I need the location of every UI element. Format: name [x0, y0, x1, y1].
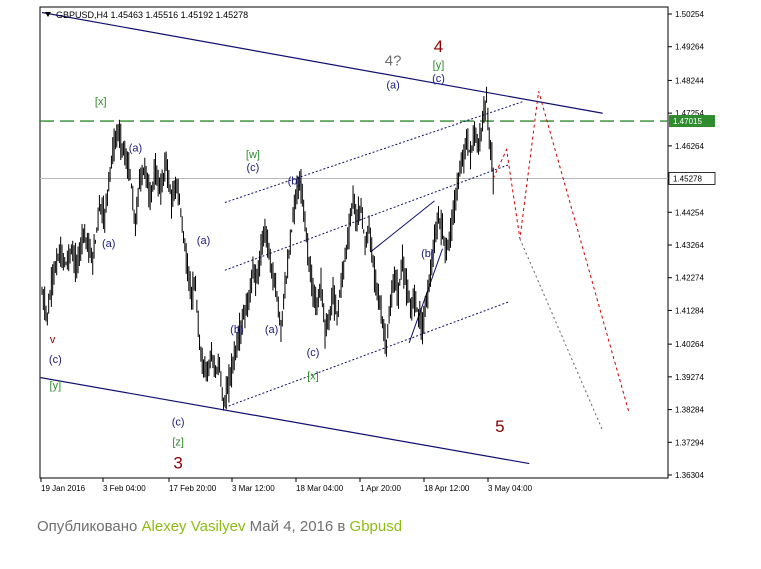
wave-label: 3 [173, 454, 182, 473]
wave-label: (c) [432, 73, 445, 85]
forecast-paths [492, 90, 630, 431]
lower-dotted-channel [224, 301, 510, 408]
y-tick-label: 1.50254 [675, 10, 704, 19]
wave-label: [z] [172, 436, 184, 448]
y-tick-label: 1.49264 [675, 43, 704, 52]
wave-labels: [x](a)(a)v(c)[y](c)[z]3(a)(b)[w](c)(a)(b… [49, 37, 505, 472]
wedge-lower-line [408, 248, 443, 344]
wave-label: (a) [102, 238, 115, 250]
publication-footer: Опубликовано Alexey Vasilyev Май 4, 2016… [37, 518, 402, 535]
wave-label: (a) [386, 79, 399, 91]
chart-header: GBPUSD,H4 1.45463 1.45516 1.45192 1.4527… [56, 10, 248, 20]
x-tick-label: 18 Apr 12:00 [424, 484, 470, 493]
menu-triangle-icon[interactable] [45, 12, 51, 17]
current-price-label: 1.45278 [673, 174, 702, 183]
current-price-tag [668, 172, 716, 185]
x-tick-label: 19 Jan 2016 [41, 484, 86, 493]
wave-label: 4? [385, 52, 402, 69]
wave-label: [y] [433, 60, 445, 72]
wave-label: (a) [265, 324, 278, 336]
y-tick-label: 1.36304 [675, 471, 704, 480]
footer-date: Май 4, 2016 в [245, 518, 350, 535]
wave-label: v [50, 334, 56, 346]
middle-dotted-channel [224, 164, 510, 271]
wave-label: (c) [172, 417, 185, 429]
y-tick-label: 1.48244 [675, 76, 704, 85]
upper-dotted-channel [224, 101, 523, 203]
y-tick-label: 1.47254 [675, 109, 704, 118]
wave-label: (a) [129, 142, 142, 154]
x-tick-label: 18 Mar 04:00 [296, 484, 344, 493]
wave-label: 5 [495, 417, 504, 436]
wave-label: (b) [421, 248, 434, 260]
upper-channel-line [41, 11, 603, 114]
y-tick-label: 1.46264 [675, 142, 704, 151]
x-tick-label: 1 Apr 20:00 [360, 484, 401, 493]
wave-label: (b) [230, 324, 243, 336]
wave-label: [w] [246, 149, 260, 161]
wave-label: 4 [434, 37, 443, 56]
wave-label: [x] [307, 370, 319, 382]
price-candles [41, 86, 494, 411]
y-tick-label: 1.44254 [675, 208, 704, 217]
y-tick-label: 1.40264 [675, 340, 704, 349]
y-axis: 1.50254 1.49264 1.48244 1.47254 1.46264 1.452… [668, 10, 716, 480]
wedge-upper-line [370, 200, 435, 253]
x-tick-label: 17 Feb 20:00 [169, 484, 217, 493]
footer-prefix: Опубликовано [37, 518, 142, 535]
level-price-tag [669, 115, 715, 128]
x-axis: 19 Jan 2016 3 Feb 04:00 17 Feb 20:00 3 Mar … [40, 478, 533, 493]
plot-frame [39, 6, 669, 479]
y-tick-label: 1.38284 [675, 406, 704, 415]
wave-label: [y] [50, 380, 62, 392]
y-tick-label: 1.42274 [675, 274, 704, 283]
symbol-link[interactable]: Gbpusd [349, 518, 403, 535]
level-price-label: 1.47015 [673, 117, 702, 126]
wave-label: (a) [197, 235, 210, 247]
wave-label: (b) [288, 175, 301, 187]
y-tick-label: 1.39274 [675, 373, 704, 382]
wave-label: (c) [49, 354, 62, 366]
lower-channel-line [40, 377, 530, 465]
x-tick-label: 3 Feb 04:00 [103, 484, 146, 493]
wave-label: [x] [95, 96, 107, 108]
wave-label: (c) [247, 162, 260, 174]
author-link[interactable]: Alexey Vasilyev [141, 518, 246, 535]
x-tick-label: 3 Mar 12:00 [232, 484, 275, 493]
y-tick-label: 1.41284 [675, 306, 704, 315]
x-tick-label: 3 May 04:00 [488, 484, 533, 493]
y-tick-label: 1.43264 [675, 241, 704, 250]
wave-label: (c) [307, 347, 320, 359]
y-tick-label: 1.37294 [675, 438, 704, 447]
